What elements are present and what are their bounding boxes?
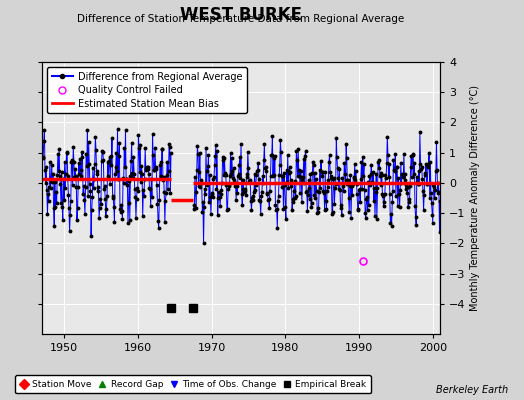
Text: Berkeley Earth: Berkeley Earth — [436, 385, 508, 395]
Legend: Station Move, Record Gap, Time of Obs. Change, Empirical Break: Station Move, Record Gap, Time of Obs. C… — [15, 376, 371, 394]
Legend: Difference from Regional Average, Quality Control Failed, Estimated Station Mean: Difference from Regional Average, Qualit… — [47, 67, 247, 113]
Text: Difference of Station Temperature Data from Regional Average: Difference of Station Temperature Data f… — [78, 14, 405, 24]
Y-axis label: Monthly Temperature Anomaly Difference (°C): Monthly Temperature Anomaly Difference (… — [470, 85, 480, 311]
Text: WEST BURKE: WEST BURKE — [180, 6, 302, 24]
